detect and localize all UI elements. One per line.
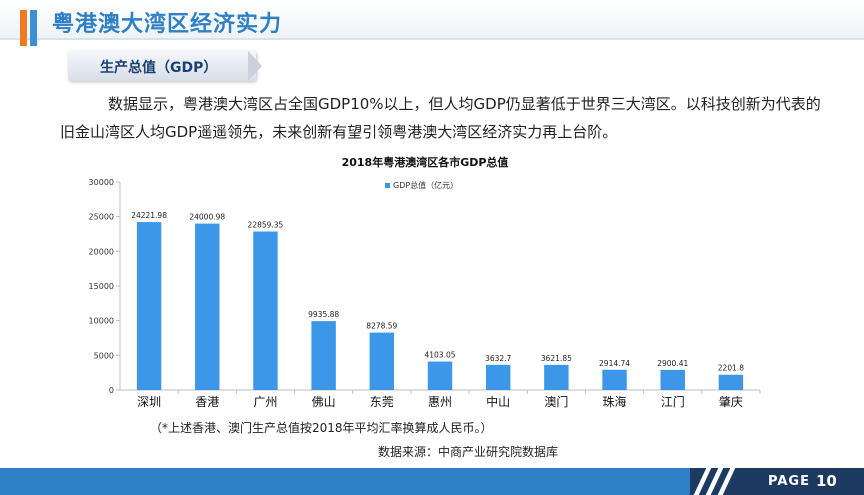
x-tick-label: 广州 [253, 395, 277, 409]
bar [195, 223, 220, 390]
y-tick-label: 10000 [89, 317, 114, 326]
data-label: 22859.35 [248, 221, 284, 230]
x-tick-label: 中山 [486, 394, 510, 409]
bar [253, 231, 278, 390]
x-tick-label: 澳门 [544, 394, 568, 409]
gdp-chart: 2018年粤港澳湾区各市GDP总值 GDP总值（亿元） 0 5000 10000 15… [80, 150, 770, 440]
y-tick-label: 30000 [89, 178, 114, 187]
data-label: 24000.98 [189, 213, 225, 222]
page-label: PAGE [768, 474, 810, 489]
section-tab-arrow [248, 51, 262, 81]
x-tick-label: 珠海 [603, 394, 627, 409]
data-label: 3632.7 [485, 354, 511, 363]
page-title: 粤港澳大湾区经济实力 [52, 12, 283, 37]
data-label: 2900.41 [657, 359, 688, 368]
data-source: 数据来源：中商产业研究院数据库 [378, 445, 559, 459]
bar [544, 364, 569, 390]
data-label: 8278.59 [366, 322, 397, 331]
y-tick-label: 20000 [89, 247, 114, 256]
x-tick-label: 惠州 [428, 395, 452, 409]
y-tick-label: 25000 [89, 213, 114, 222]
chart-plot: 0 5000 10000 15000 20000 25000 30000 24221.98 深圳… [89, 178, 761, 409]
summary-paragraph: 数据显示，粤港澳大湾区占全国GDP10%以上，但人均GDP仍显著低于世界三大湾区… [60, 95, 821, 141]
accent-bar-orange [20, 10, 27, 46]
x-tick-label: 香港 [195, 395, 219, 409]
bar [427, 361, 453, 390]
x-tick-label: 深圳 [137, 395, 161, 409]
footer-bar [0, 468, 700, 495]
bar [485, 364, 511, 390]
data-label: 2201.8 [718, 364, 744, 373]
data-label: 24221.98 [131, 211, 167, 220]
accent-bar-blue [30, 10, 37, 46]
bar [718, 374, 744, 390]
x-tick-label: 肇庆 [719, 394, 743, 409]
bar [602, 369, 627, 390]
bar [136, 222, 162, 390]
legend-label: GDP总值（亿元） [393, 181, 459, 190]
x-tick-label: 东莞 [370, 395, 394, 409]
chart-title: 2018年粤港澳湾区各市GDP总值 [341, 156, 509, 169]
header-bar [0, 0, 864, 40]
data-label: 2914.74 [599, 359, 630, 368]
data-label: 9935.88 [308, 310, 339, 319]
y-tick-label: 5000 [94, 351, 114, 360]
x-tick-label: 江门 [661, 394, 685, 409]
x-tick-label: 佛山 [312, 395, 336, 409]
section-label: 生产总值（GDP） [100, 60, 218, 76]
section-tab [68, 51, 256, 81]
y-tick-label: 15000 [89, 282, 114, 291]
footnote: （*上述香港、澳门生产总值按2018年平均汇率换算成人民币。） [150, 421, 493, 435]
y-tick-label: 0 [109, 386, 114, 395]
bar [369, 332, 395, 390]
chart-legend: GDP总值（亿元） [385, 180, 458, 191]
data-label: 3621.85 [541, 354, 572, 363]
bar [311, 321, 336, 390]
legend-swatch [385, 183, 390, 188]
bar [660, 369, 685, 390]
page-number: 10 [816, 472, 837, 490]
data-label: 4103.05 [424, 351, 455, 360]
